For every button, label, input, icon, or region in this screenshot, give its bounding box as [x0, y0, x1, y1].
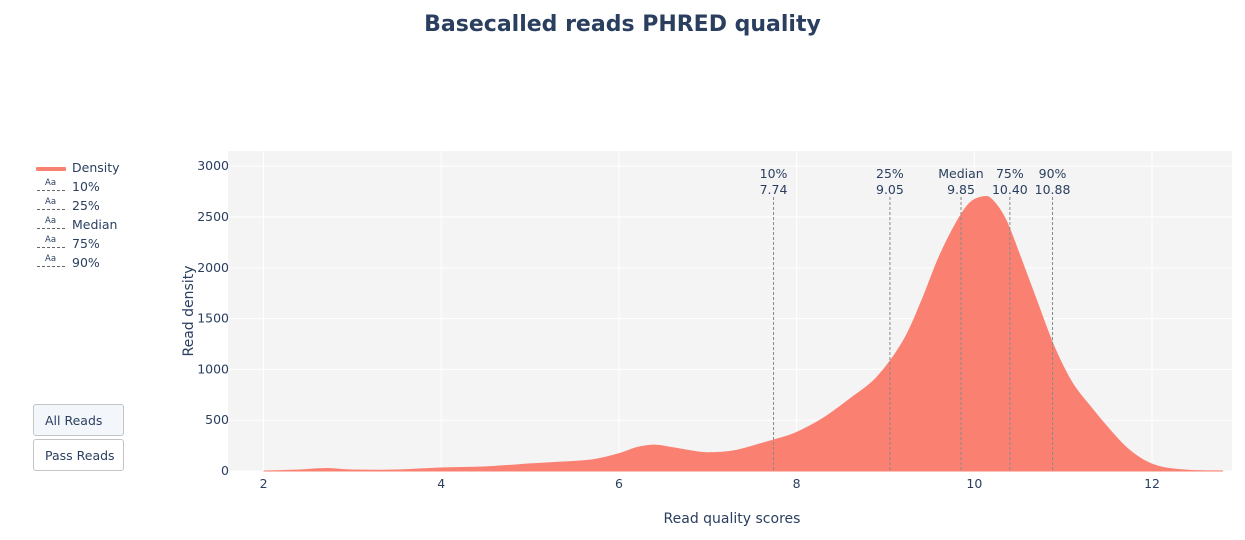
chart-title: Basecalled reads PHRED quality — [424, 12, 821, 37]
density-area — [263, 195, 1224, 472]
y-tick-label: 1500 — [197, 311, 229, 326]
legend-text-symbol: Aa — [36, 197, 68, 213]
y-tick-label: 1000 — [197, 361, 229, 376]
legend-label: 25% — [72, 198, 100, 213]
x-tick-label: 8 — [793, 476, 801, 491]
legend-item[interactable]: Density — [36, 158, 120, 177]
y-tick-label: 3000 — [197, 158, 229, 173]
legend-label: 10% — [72, 179, 100, 194]
quantile-value: 10.40 — [992, 182, 1028, 197]
x-tick-label: 10 — [966, 476, 982, 491]
y-tick-label: 2500 — [197, 209, 229, 224]
y-tick-label: 500 — [205, 412, 229, 427]
quantile-label: 90% — [1039, 166, 1067, 181]
legend-label: 90% — [72, 255, 100, 270]
legend-text-symbol: Aa — [36, 178, 68, 194]
legend-text-symbol: Aa — [36, 216, 68, 232]
legend[interactable]: Density Aa 10% Aa 25% Aa Median Aa 75% Aa 90% — [36, 158, 120, 272]
legend-item[interactable]: Aa Median — [36, 215, 120, 234]
quantile-value: 10.88 — [1035, 182, 1071, 197]
legend-item[interactable]: Aa 10% — [36, 177, 120, 196]
legend-label: 75% — [72, 236, 100, 251]
quantile-label: 10% — [760, 166, 788, 181]
legend-label: Median — [72, 217, 118, 232]
quantile-value: 9.85 — [947, 182, 975, 197]
x-tick-label: 6 — [615, 476, 623, 491]
quantile-value: 9.05 — [876, 182, 904, 197]
legend-item[interactable]: Aa 90% — [36, 253, 120, 272]
legend-text-symbol: Aa — [36, 235, 68, 251]
pass-reads-button[interactable]: Pass Reads — [33, 439, 124, 471]
quantile-label: 75% — [996, 166, 1024, 181]
legend-item[interactable]: Aa 75% — [36, 234, 120, 253]
x-tick-label: 12 — [1144, 476, 1160, 491]
x-axis-title: Read quality scores — [664, 511, 801, 527]
y-tick-label: 0 — [221, 463, 229, 478]
legend-line-symbol — [36, 161, 68, 175]
quantile-value: 7.74 — [760, 182, 788, 197]
quantile-label: Median — [938, 166, 983, 181]
x-tick-label: 2 — [260, 476, 268, 491]
legend-text-symbol: Aa — [36, 254, 68, 270]
quantile-label: 25% — [876, 166, 904, 181]
legend-label: Density — [72, 160, 120, 175]
y-tick-label: 2000 — [197, 260, 229, 275]
legend-item[interactable]: Aa 25% — [36, 196, 120, 215]
x-tick-label: 4 — [437, 476, 445, 491]
all-reads-button[interactable]: All Reads — [33, 404, 124, 436]
y-axis-title: Read density — [181, 266, 197, 357]
